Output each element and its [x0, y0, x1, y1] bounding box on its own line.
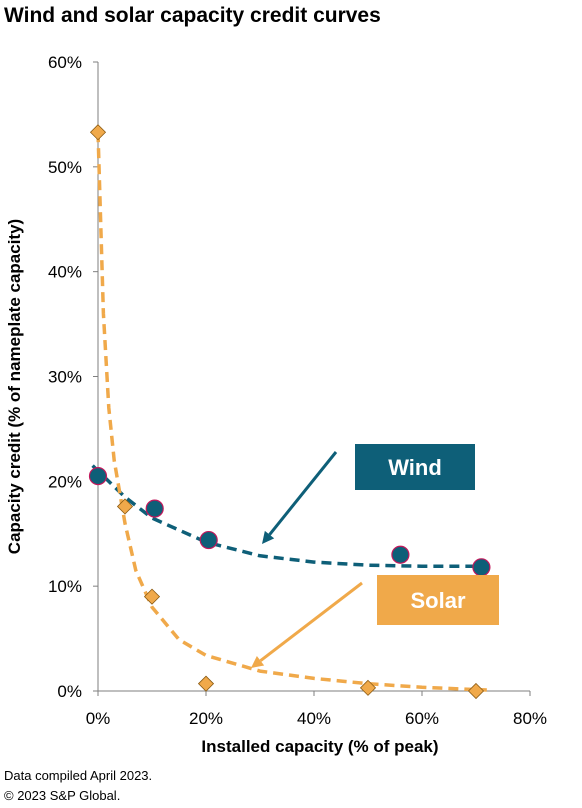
wind-data-point: [391, 545, 410, 564]
x-tick-label: 0%: [86, 709, 111, 728]
solar-data-point: [116, 498, 134, 515]
x-tick-label: 80%: [513, 709, 547, 728]
wind-data-point: [199, 530, 218, 550]
y-tick-label: 0%: [57, 682, 82, 701]
wind-callout-arrowhead: [262, 530, 275, 544]
solar-callout-box: [377, 575, 499, 625]
solar-data-point: [467, 682, 485, 700]
solar-trend-line: [96, 132, 487, 692]
solar-data-point: [359, 679, 377, 696]
wind-data-point: [145, 499, 164, 518]
y-tick-label: 20%: [48, 472, 82, 491]
wind-trend-line: [91, 464, 487, 568]
footnote-date: Data compiled April 2023.: [4, 768, 153, 783]
wind-callout-arrow: [268, 451, 338, 536]
y-tick-label: 40%: [48, 263, 82, 282]
x-tick-label: 20%: [189, 709, 223, 728]
x-axis-title: Installed capacity (% of peak): [201, 737, 438, 756]
y-tick-label: 30%: [48, 368, 82, 387]
solar-callout-label: Solar: [410, 588, 465, 613]
wind-callout-label: Wind: [388, 455, 442, 480]
footnote-copyright: © 2023 S&P Global.: [4, 788, 121, 803]
y-axis-title: Capacity credit (% of nameplate capacity…: [5, 219, 24, 554]
y-tick-label: 10%: [48, 577, 82, 596]
solar-callout-arrow: [259, 581, 363, 662]
x-tick-label: 40%: [297, 709, 331, 728]
y-tick-label: 50%: [48, 158, 82, 177]
solar-callout-arrowhead: [251, 655, 265, 668]
solar-data-point: [197, 675, 215, 692]
solar-data-point: [143, 588, 161, 605]
wind-callout-box: [353, 442, 477, 492]
solar-data-point: [89, 124, 107, 141]
wind-data-point: [88, 466, 108, 486]
wind-data-point: [472, 558, 491, 577]
x-tick-label: 60%: [405, 709, 439, 728]
y-tick-label: 60%: [48, 53, 82, 72]
chart-title: Wind and solar capacity credit curves: [4, 4, 381, 27]
